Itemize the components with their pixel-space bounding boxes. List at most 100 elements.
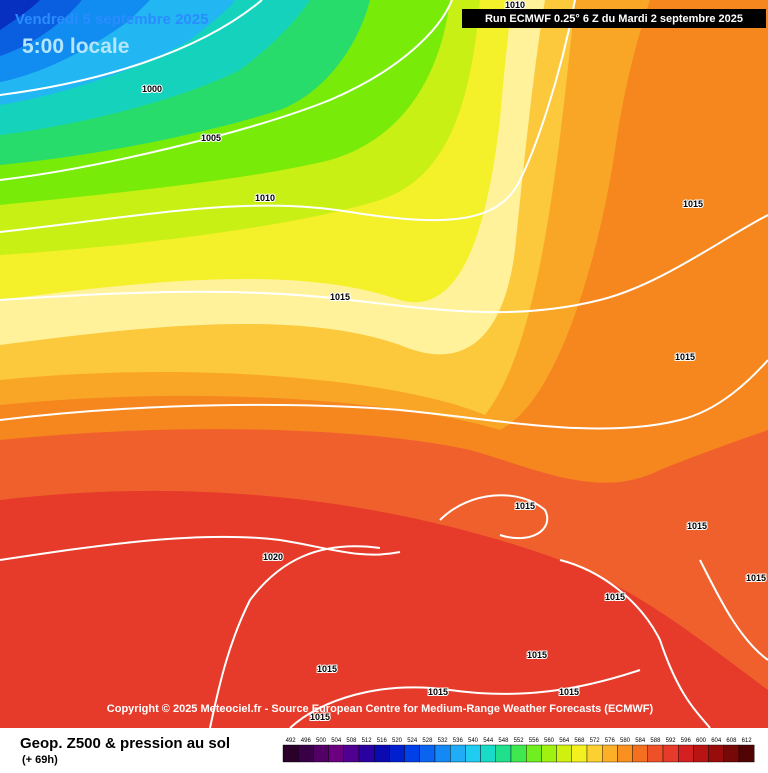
geopotential-bands [0,0,768,728]
legend-label: 604 [711,738,722,744]
isobar-label: 1015 [330,292,350,302]
isobar [0,535,401,561]
legend-swatch [419,744,436,763]
copyright: Copyright © 2025 Meteociel.fr - Source E… [107,703,654,715]
legend-swatch [586,744,603,763]
legend-label: 528 [422,738,433,744]
run-box [462,9,766,28]
legend-label: 572 [590,738,601,744]
legend-label: 504 [331,738,342,744]
isobar [289,669,641,729]
legend-swatch [358,744,375,763]
isobar [0,359,768,430]
isobar-label: 1010 [255,193,275,203]
legend-label: 560 [544,738,555,744]
legend-swatch [434,744,451,763]
legend-swatch [571,744,588,763]
isobar-label: 1015 [428,687,448,697]
legend-label: 556 [529,738,540,744]
isobar-label: 1015 [605,592,625,602]
legend-swatch [647,744,664,763]
legend-label: 532 [438,738,449,744]
legend-label: 584 [635,738,646,744]
legend-label: 548 [498,738,509,744]
legend-swatch [556,744,572,763]
isobar-label: 1010 [505,0,525,10]
legend-label: 516 [377,738,388,744]
isobar-label: 1015 [310,712,330,722]
isobar-label: 1015 [559,687,579,697]
legend-label: 580 [620,738,631,744]
legend-swatch [389,744,405,763]
legend-swatch [328,744,345,763]
forecast-date: Vendredi 5 septembre 2025 [15,11,208,28]
color-legend: 492 496 500 504 508 512 516 520 524 528 532 536 540 5… [282,738,755,763]
legend-swatch [343,744,360,763]
isobar [0,214,768,314]
isobar-label: 1000 [142,84,162,94]
isobar-label: 1015 [675,352,695,362]
legend-label: 536 [453,738,464,744]
isobar-label: 1015 [746,573,766,583]
isobar-label: 1015 [683,199,703,209]
legend-label: 540 [468,738,479,744]
legend-swatch [738,744,755,763]
legend-swatch [282,744,299,763]
lead-time: (+ 69h) [22,754,58,766]
legend-label: 524 [407,738,418,744]
isobar-label: 1020 [263,552,283,562]
isobar-label: 1015 [687,521,707,531]
isobar [0,0,453,181]
legend-swatch [526,744,542,763]
forecast-time: 5:00 locale [22,35,129,58]
legend-swatch [723,744,740,763]
legend-label: 564 [559,738,570,744]
run-info: Run ECMWF 0.25° 6 Z du Mardi 2 septembre… [485,13,743,25]
isobar [439,494,549,540]
band [0,0,40,30]
legend-label: 596 [681,738,692,744]
legend-label: 612 [742,738,753,744]
legend-swatch [617,744,633,763]
legend-label: 588 [650,738,661,744]
isobar [0,0,576,233]
isobar-label: 1015 [317,664,337,674]
isobar-label: 1015 [527,650,547,660]
legend-swatch [298,744,314,763]
legend-label: 500 [316,738,327,744]
legend-swatch [632,744,648,763]
legend-swatch [602,744,618,763]
legend-label: 520 [392,738,403,744]
legend-swatch [708,744,724,763]
legend-swatch [313,744,329,763]
product-title: Geop. Z500 & pression au sol [20,735,230,752]
legend-swatch [465,744,481,763]
legend-swatch [404,744,421,763]
legend-label: 568 [574,738,585,744]
isobar-label: 1005 [201,133,221,143]
legend-label: 608 [726,738,737,744]
legend-label: 544 [483,738,494,744]
legend-label: 576 [605,738,616,744]
isobar [699,559,768,661]
legend-label: 508 [346,738,357,744]
legend-swatch [450,744,466,763]
legend-swatch [495,744,512,763]
isobar [559,559,711,729]
legend-swatch [693,744,709,763]
isobar-labels: 1010 1000 1005 1010 1015 1015 1015 1015 1015 1015… [141,0,767,723]
legend-label: 552 [514,738,525,744]
isobar-label: 1015 [515,501,535,511]
legend-swatch [662,744,679,763]
legend-label: 600 [696,738,707,744]
legend-swatch [678,744,694,763]
isobars [0,0,768,729]
legend-label: 496 [301,738,312,744]
isobar [0,0,263,96]
legend-swatch [480,744,497,763]
legend-swatch [374,744,390,763]
isobar [209,545,381,729]
legend-label: 492 [286,738,297,744]
legend-swatch [510,744,527,763]
